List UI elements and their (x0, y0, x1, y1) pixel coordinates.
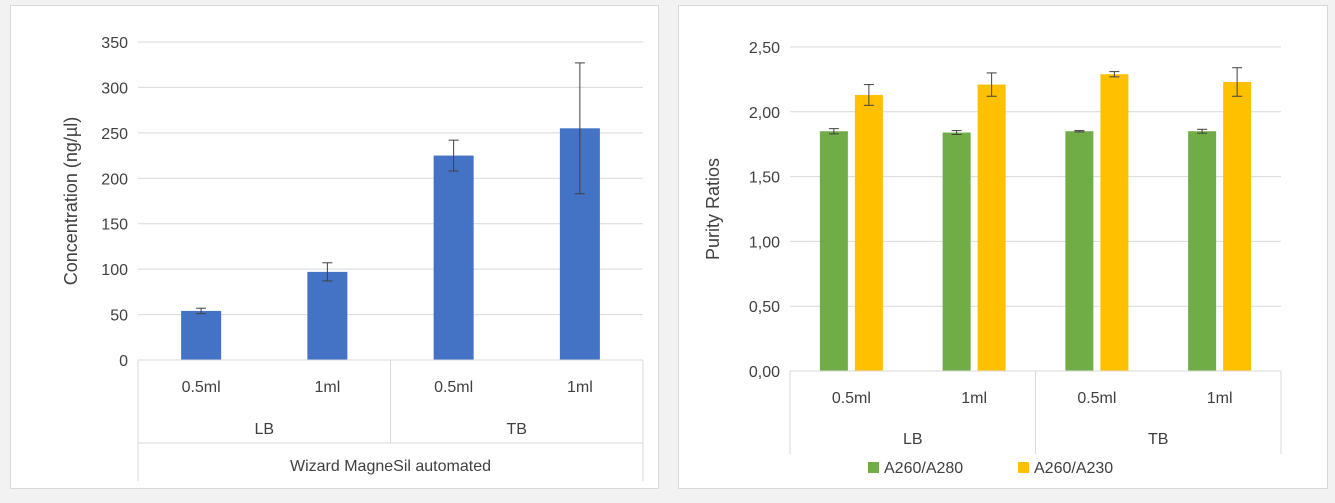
y-tick-label: 0,50 (749, 299, 780, 316)
bar (942, 132, 971, 371)
x-tick-label: 1ml (314, 379, 340, 396)
group-label: TB (1148, 431, 1168, 448)
bar (1223, 81, 1252, 371)
concentration-chart: 0 50 100 150 200 250 300 350 Concentration (ng/µ… (61, 35, 644, 481)
concentration-chart-panel: 0 50 100 150 200 250 300 350 Concentration (ng/µ… (10, 5, 659, 489)
x-tick-label: 1ml (961, 390, 987, 407)
bar (433, 155, 474, 360)
x-tick-label: 1ml (567, 379, 593, 396)
bar (307, 271, 348, 360)
bar (854, 94, 883, 372)
group-label: TB (507, 421, 527, 438)
y-tick-label: 1,00 (749, 234, 780, 251)
y-tick-label: 1,50 (749, 170, 780, 187)
group-label: LB (903, 431, 923, 448)
y-tick-label: 150 (101, 217, 128, 234)
x-tick-label: 0.5ml (182, 379, 221, 396)
x-tick-label: 0.5ml (434, 379, 473, 396)
y-axis-label: Purity Ratios (703, 158, 723, 260)
y-tick-label: 2,00 (749, 105, 780, 122)
y-axis-label: Concentration (ng/µl) (61, 117, 81, 285)
y-tick-label: 0,00 (749, 364, 780, 381)
bar (181, 310, 222, 360)
bar (1188, 131, 1217, 371)
x-tick-label: 1ml (1207, 390, 1233, 407)
y-tick-label: 50 (110, 308, 128, 325)
x-tick-label: 0.5ml (832, 390, 871, 407)
purity-chart: 0,00 0,50 1,00 1,50 2,00 2,50 Purity Ratios 0.5… (703, 40, 1282, 477)
y-tick-label: 100 (101, 262, 128, 279)
bar (819, 131, 848, 371)
y-tick-label: 0 (119, 353, 128, 370)
y-tick-label: 200 (101, 171, 128, 188)
y-tick-label: 350 (101, 35, 128, 52)
legend-label: A260/A230 (1034, 460, 1113, 477)
y-tick-label: 250 (101, 126, 128, 143)
legend-swatch (1018, 462, 1029, 473)
legend-swatch (868, 462, 879, 473)
y-tick-label: 300 (101, 80, 128, 97)
legend-label: A260/A280 (884, 460, 963, 477)
bar (1100, 74, 1129, 371)
group-label: LB (254, 421, 274, 438)
bar (977, 84, 1006, 372)
purity-chart-panel: 0,00 0,50 1,00 1,50 2,00 2,50 Purity Ratios 0.5… (678, 5, 1328, 489)
x-tick-label: 0.5ml (1077, 390, 1116, 407)
outer-group-label: Wizard MagneSil automated (290, 458, 491, 475)
bar (1065, 131, 1094, 371)
y-tick-label: 2,50 (749, 40, 780, 57)
